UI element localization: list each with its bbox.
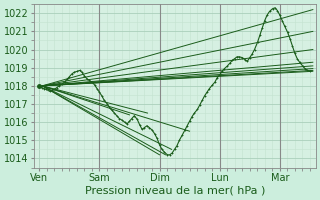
- X-axis label: Pression niveau de la mer( hPa ): Pression niveau de la mer( hPa ): [85, 186, 265, 196]
